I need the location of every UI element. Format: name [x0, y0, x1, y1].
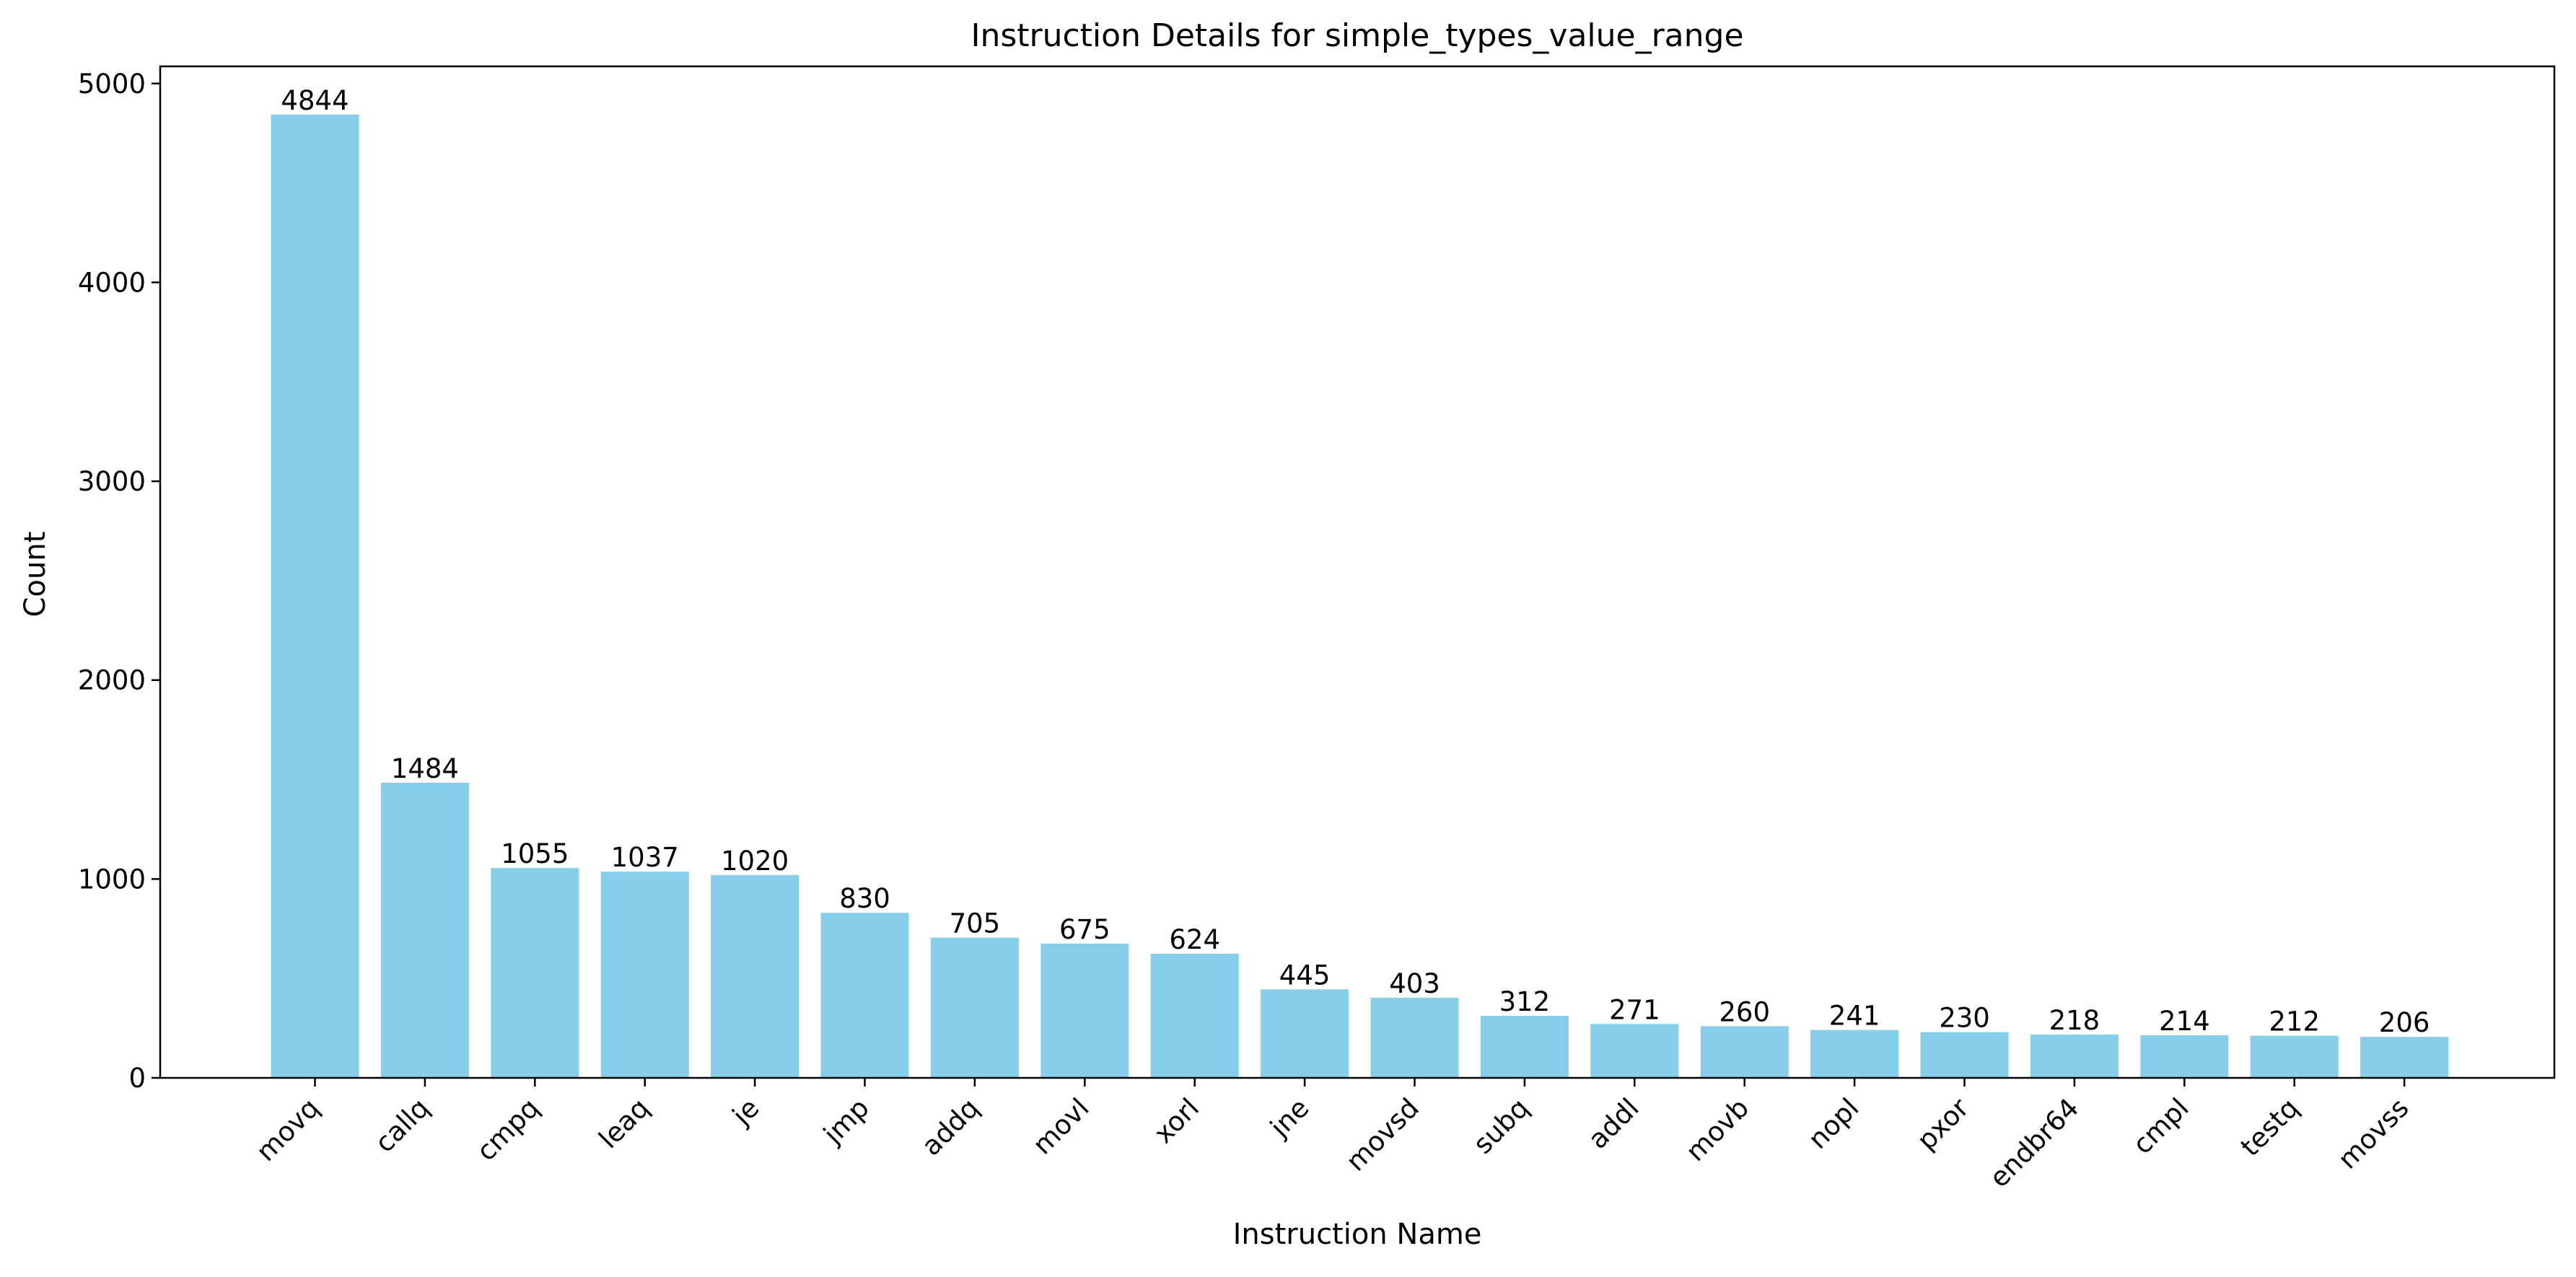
bar-value-label: 1037	[611, 842, 679, 873]
axes-frame	[159, 65, 2556, 1079]
bar-value-label: 260	[1719, 996, 1770, 1027]
bar-value-label: 206	[2379, 1007, 2430, 1038]
bar-value-label: 4844	[281, 85, 349, 116]
chart-title: Instruction Details for simple_types_val…	[971, 17, 1743, 54]
bar-xorl	[1150, 953, 1239, 1078]
bar-jmp	[820, 913, 909, 1078]
bar-movsd	[1370, 997, 1459, 1078]
bar-movl	[1041, 943, 1129, 1078]
y-axis-label: Count	[19, 532, 52, 618]
bar-value-label: 675	[1059, 914, 1110, 945]
y-tick-label: 4000	[78, 267, 146, 298]
bar-movb	[1700, 1026, 1789, 1078]
bar-nopl	[1810, 1030, 1899, 1078]
bar-cmpq	[491, 868, 579, 1078]
bar-subq	[1480, 1015, 1569, 1078]
bar-leaq	[600, 872, 689, 1078]
bar-value-label: 1055	[501, 838, 569, 869]
x-axis-label: Instruction Name	[1233, 1218, 1482, 1251]
bar-cmpl	[2140, 1035, 2229, 1078]
bar-value-label: 1020	[721, 846, 789, 877]
bar-value-label: 212	[2269, 1006, 2320, 1037]
bar-jne	[1261, 989, 1349, 1078]
bar-value-label: 241	[1829, 1001, 1880, 1032]
bar-value-label: 1484	[391, 753, 459, 784]
bar-value-label: 705	[950, 908, 1001, 939]
y-tick-label: 1000	[78, 864, 146, 895]
bar-movq	[271, 114, 359, 1078]
bar-testq	[2250, 1035, 2339, 1078]
bar-value-label: 830	[839, 883, 890, 914]
bar-value-label: 312	[1499, 986, 1551, 1017]
bar-value-label: 445	[1279, 960, 1331, 991]
y-tick-label: 5000	[78, 69, 146, 100]
y-tick-label: 0	[128, 1063, 146, 1094]
bar-addq	[930, 937, 1019, 1078]
bar-endbr64	[2030, 1034, 2119, 1078]
bar-value-label: 230	[1939, 1003, 1990, 1034]
y-tick-label: 2000	[78, 665, 146, 696]
bar-je	[711, 874, 799, 1078]
bar-value-label: 271	[1609, 994, 1660, 1025]
bar-movss	[2360, 1037, 2449, 1078]
bar-value-label: 403	[1389, 968, 1440, 999]
bar-callq	[380, 782, 469, 1078]
bar-value-label: 214	[2159, 1006, 2210, 1037]
bar-pxor	[1920, 1032, 2009, 1078]
bar-value-label: 624	[1169, 924, 1220, 955]
y-tick-label: 3000	[78, 466, 146, 497]
bar-value-label: 218	[2049, 1005, 2100, 1036]
bar-addl	[1590, 1024, 1679, 1078]
